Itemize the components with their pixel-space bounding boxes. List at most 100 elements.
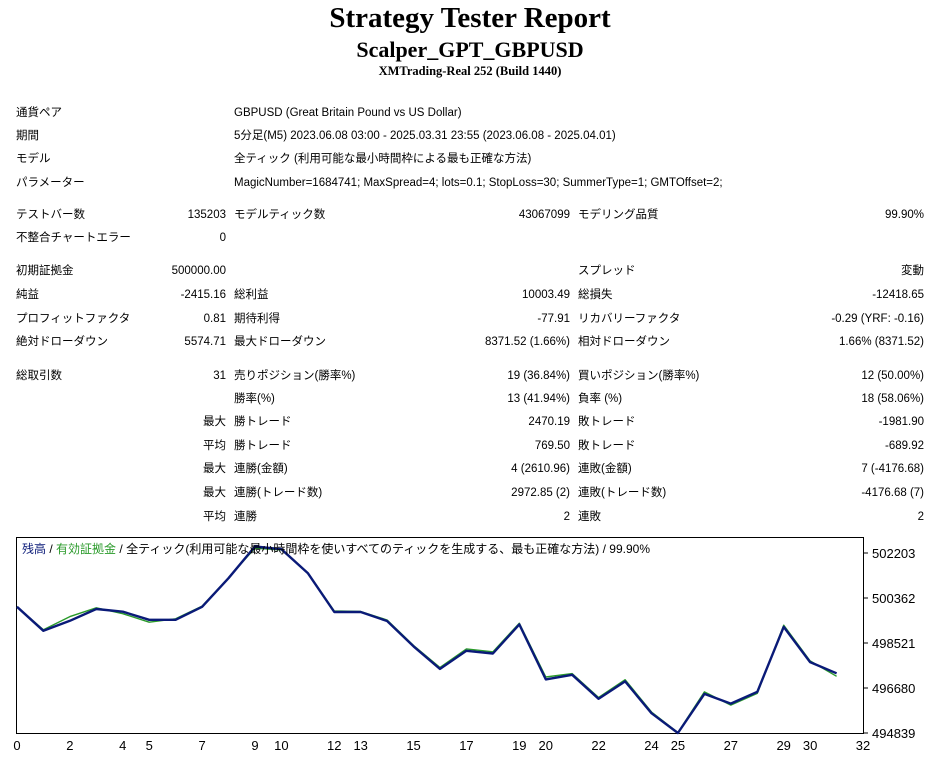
pf-label: プロフィットファクタ: [16, 313, 131, 325]
max-consec-profit-label: 連勝(トレード数): [234, 487, 323, 499]
avg-consec-win-label: 連勝: [234, 511, 257, 523]
x-tick-label: 22: [591, 738, 605, 753]
deposit-value: 500000.00: [171, 265, 226, 277]
avg-consec-prefix: 平均: [203, 511, 226, 523]
y-tick-label: 494839: [872, 726, 915, 741]
mismatch-label: 不整合チャートエラー: [16, 232, 131, 244]
x-tick-label: 9: [251, 738, 258, 753]
x-tick-label: 19: [512, 738, 526, 753]
pf-value: 0.81: [203, 313, 226, 325]
ticks-label: モデルティック数: [234, 209, 326, 221]
rel-dd-label: 相対ドローダウン: [578, 336, 670, 348]
y-tick-label: 502203: [872, 546, 915, 561]
legend-description: 全ティック(利用可能な最小時間枠を使いすべてのティックを生成する、最も正確な方法…: [126, 542, 650, 556]
total-trades-value: 31: [213, 370, 226, 382]
y-tick-label: 496680: [872, 681, 915, 696]
largest-win-label: 勝トレード: [234, 416, 292, 428]
gross-loss-label: 総損失: [578, 289, 613, 301]
legend-sep-1: /: [46, 542, 57, 556]
win-rate-label: 勝率(%): [234, 393, 275, 405]
x-tick-label: 7: [198, 738, 205, 753]
avg-win-label: 勝トレード: [234, 440, 292, 452]
max-consec-profit-value: 2972.85 (2): [511, 487, 570, 499]
avg-loss-value: -689.92: [884, 440, 924, 452]
spread-label: スプレッド: [578, 265, 636, 277]
max-consec-lossamt-label: 連敗(トレード数): [578, 487, 667, 499]
params-label: パラメーター: [16, 177, 85, 189]
largest-win-value: 2470.19: [528, 416, 570, 428]
x-tick-label: 17: [459, 738, 473, 753]
period-label: 期間: [16, 130, 39, 142]
y-tick-label: 498521: [872, 636, 915, 651]
short-label: 売りポジション(勝率%): [234, 370, 356, 382]
recovery-value: -0.29 (YRF: -0.16): [831, 313, 924, 325]
max-consec-loss-label: 連敗(金額): [578, 463, 632, 475]
gross-loss-value: -12418.65: [872, 289, 924, 301]
x-tick-label: 4: [119, 738, 126, 753]
x-tick-label: 32: [856, 738, 870, 753]
chart-legend: 残高 / 有効証拠金 / 全ティック(利用可能な最小時間枠を使いすべてのティック…: [22, 540, 650, 557]
avg-consec-loss-value: 2: [917, 511, 924, 523]
max-consec-lossamt-value: -4176.68 (7): [861, 487, 924, 499]
rel-dd-value: 1.66% (8371.52): [838, 336, 924, 348]
x-tick-label: 10: [274, 738, 288, 753]
loss-rate-label: 負率 (%): [578, 393, 623, 405]
max-consec-loss-value: 7 (-4176.68): [861, 463, 924, 475]
x-tick-label: 29: [776, 738, 790, 753]
avg-consec-win-value: 2: [563, 511, 570, 523]
ea-name: Scalper_GPT_GBPUSD: [356, 37, 584, 62]
model-value: 全ティック (利用可能な最小時間枠による最も正確な方法): [234, 153, 532, 165]
max-consec-prefix: 最大: [203, 463, 226, 475]
net-label: 純益: [16, 289, 39, 301]
mismatch-value: 0: [219, 232, 226, 244]
x-tick-label: 20: [539, 738, 553, 753]
bars-label: テストバー数: [16, 209, 85, 221]
equity-line: [16, 547, 837, 734]
largest-loss-label: 敗トレード: [578, 416, 636, 428]
ticks-value: 43067099: [518, 209, 570, 221]
largest-loss-value: -1981.90: [878, 416, 924, 428]
long-label: 買いポジション(勝率%): [578, 370, 700, 382]
largest-prefix: 最大: [203, 416, 226, 428]
y-tick-label: 500362: [872, 591, 915, 606]
bars-value: 135203: [187, 209, 226, 221]
pair-value: GBPUSD (Great Britain Pound vs US Dollar…: [234, 107, 462, 119]
deposit-label: 初期証拠金: [16, 265, 74, 277]
report-title: Strategy Tester Report: [329, 2, 611, 34]
x-tick-label: 25: [671, 738, 685, 753]
model-label: モデル: [16, 153, 51, 165]
legend-equity: 有効証拠金: [56, 542, 117, 556]
spread-value: 変動: [901, 265, 924, 277]
max-dd-value: 8371.52 (1.66%): [484, 336, 570, 348]
x-tick-label: 30: [803, 738, 817, 753]
net-value: -2415.16: [180, 289, 226, 301]
quality-value: 99.90%: [884, 209, 924, 221]
expected-value: -77.91: [537, 313, 570, 325]
gross-profit-label: 総利益: [234, 289, 269, 301]
server-name: XMTrading-Real 252 (Build 1440): [378, 64, 562, 78]
x-tick-label: 12: [327, 738, 341, 753]
params-value: MagicNumber=1684741; MaxSpread=4; lots=0…: [234, 177, 723, 189]
win-rate-value: 13 (41.94%): [507, 393, 570, 405]
max-consec-amt-prefix: 最大: [203, 487, 226, 499]
short-value: 19 (36.84%): [507, 370, 570, 382]
x-tick-label: 15: [406, 738, 420, 753]
total-trades-label: 総取引数: [16, 370, 62, 382]
average-prefix: 平均: [203, 440, 226, 452]
pair-label: 通貨ペア: [16, 107, 62, 119]
abs-dd-value: 5574.71: [184, 336, 226, 348]
period-value: 5分足(M5) 2023.06.08 03:00 - 2025.03.31 23…: [234, 130, 616, 142]
max-dd-label: 最大ドローダウン: [234, 336, 326, 348]
avg-loss-label: 敗トレード: [578, 440, 636, 452]
recovery-label: リカバリーファクタ: [578, 313, 681, 325]
max-consec-win-label: 連勝(金額): [234, 463, 288, 475]
expected-label: 期待利得: [234, 313, 280, 325]
x-tick-label: 5: [146, 738, 153, 753]
x-tick-label: 0: [13, 738, 20, 753]
balance-line: [16, 545, 838, 735]
avg-consec-loss-label: 連敗: [578, 511, 601, 523]
x-tick-label: 24: [644, 738, 658, 753]
x-tick-label: 2: [66, 738, 73, 753]
legend-balance: 残高: [22, 542, 47, 556]
